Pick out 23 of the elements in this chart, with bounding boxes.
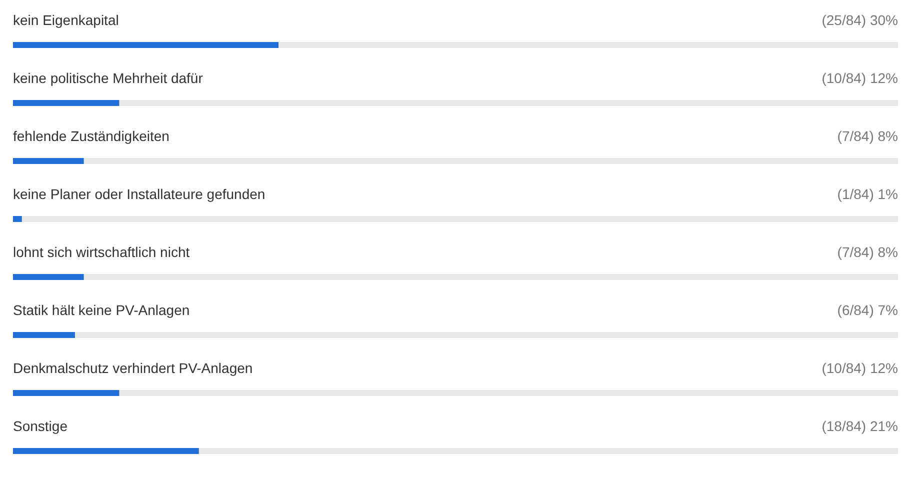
data-label: (10/84) 12% <box>822 360 898 376</box>
bar <box>13 390 120 396</box>
y-tick-label: Denkmalschutz verhindert PV-Anlagen <box>13 360 253 376</box>
data-label: (18/84) 21% <box>822 418 898 434</box>
bar <box>13 216 22 222</box>
y-tick-label: keine politische Mehrheit dafür <box>13 70 204 86</box>
data-label: (25/84) 30% <box>822 12 898 28</box>
bar <box>13 100 120 106</box>
y-tick-label: keine Planer oder Installateure gefunden <box>13 186 266 202</box>
y-tick-label: fehlende Zuständigkeiten <box>13 128 170 144</box>
data-label: (7/84) 8% <box>837 128 898 144</box>
y-tick-label: lohnt sich wirtschaftlich nicht <box>13 244 190 260</box>
y-tick-label: Statik hält keine PV-Anlagen <box>13 302 190 318</box>
y-tick-label: kein Eigenkapital <box>13 12 119 28</box>
bar <box>13 274 84 280</box>
data-label: (10/84) 12% <box>822 70 898 86</box>
y-tick-label: Sonstige <box>13 418 68 434</box>
data-label: (1/84) 1% <box>837 186 898 202</box>
bar <box>13 332 75 338</box>
data-label: (6/84) 7% <box>837 302 898 318</box>
bar <box>13 448 199 454</box>
bar <box>13 158 84 164</box>
data-label: (7/84) 8% <box>837 244 898 260</box>
